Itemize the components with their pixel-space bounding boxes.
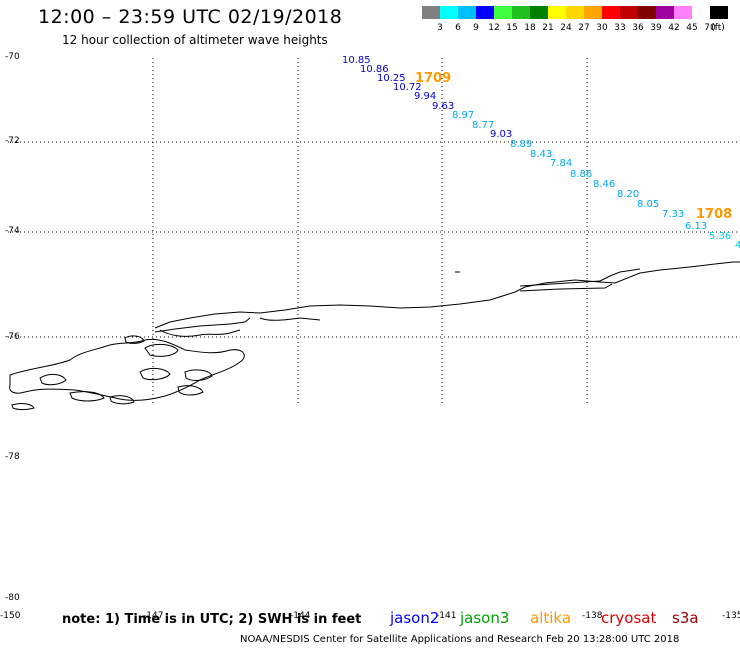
wave-height-value: 10.72 — [393, 82, 422, 93]
longitude-label: -147 — [143, 611, 163, 621]
longitude-labels: -150 -147 -144 -141 -138 -135 — [0, 611, 740, 621]
colorbar-label: 27 — [578, 23, 590, 33]
colorbar-swatch — [584, 6, 602, 19]
colorbar-swatch — [638, 6, 656, 19]
colorbar-label: 15 — [506, 23, 518, 33]
longitude-label: -141 — [436, 611, 456, 621]
colorbar-swatch — [530, 6, 548, 19]
wave-height-value: 9.03 — [490, 129, 512, 140]
wave-height-value: 5.36 — [709, 231, 731, 242]
colorbar-label: 24 — [560, 23, 572, 33]
island-a — [9, 338, 245, 401]
coastline-inlet — [159, 317, 321, 337]
wave-height-value: 9.63 — [432, 101, 454, 112]
island-b — [144, 343, 179, 357]
colorbar-swatch — [476, 6, 494, 19]
colorbar-swatch — [458, 6, 476, 19]
colorbar-swatch — [566, 6, 584, 19]
latitude-label: -78 — [5, 452, 20, 462]
wave-height-value: 10.85 — [342, 55, 371, 66]
latitude-label: -80 — [5, 593, 20, 603]
coastline-main — [154, 261, 740, 329]
map-subtitle: 12 hour collection of altimeter wave hei… — [62, 33, 328, 47]
footer-credit: NOAA/NESDIS Center for Satellite Applica… — [240, 634, 680, 645]
latitude-labels: -70 -72 -74 -76 -78 -80 — [5, 52, 20, 603]
coastline-shelf — [154, 268, 641, 333]
map-grid — [8, 58, 740, 405]
island-d — [139, 367, 171, 381]
wave-height-value: 8.77 — [472, 120, 494, 131]
map-title: 12:00 – 23:59 UTC 02/19/2018 — [38, 6, 343, 28]
island-c — [39, 373, 67, 386]
colorbar-swatch — [440, 6, 458, 19]
island-e — [184, 369, 213, 381]
longitude-label: -144 — [290, 611, 311, 621]
colorbar-label: 18 — [524, 23, 536, 33]
colorbar-label: 3 — [437, 23, 443, 33]
footer-note: note: 1) Time is in UTC; 2) SWH is in fe… — [62, 612, 362, 627]
island-f — [69, 391, 105, 402]
wave-height-value: 7.84 — [550, 158, 572, 169]
satellite-legend-item: altika — [530, 609, 572, 627]
colorbar-label: 21 — [542, 23, 554, 33]
colorbar-unit: (ft) — [711, 23, 725, 33]
wave-height-value: 8.05 — [637, 199, 659, 210]
track-time-label: 1709 — [415, 71, 451, 86]
satellite-legend-item: jason2 — [390, 609, 440, 627]
latitude-label: -76 — [5, 332, 20, 342]
wave-height-value: 8.89 — [510, 139, 532, 150]
colorbar-label: 9 — [473, 23, 479, 33]
colorbar-swatch — [422, 6, 440, 19]
colorbar-swatch — [494, 6, 512, 19]
wave-height-value: 8.97 — [452, 110, 474, 121]
wave-height-value: 10.25 — [377, 73, 406, 84]
wave-height-value: 4 — [735, 240, 740, 251]
colorbar-label: 36 — [632, 23, 644, 33]
antarctic-coastline — [9, 261, 740, 410]
colorbar-label: 70 — [704, 23, 716, 33]
colorbar-swatch — [692, 6, 710, 19]
island-g — [109, 395, 135, 405]
colorbar-label: 39 — [650, 23, 662, 33]
latitude-label: -74 — [5, 226, 20, 236]
colorbar-swatch — [548, 6, 566, 19]
colorbar-label: 6 — [455, 23, 461, 33]
colorbar-label: 30 — [596, 23, 608, 33]
colorbar-swatch — [656, 6, 674, 19]
colorbar-swatch — [674, 6, 692, 19]
longitude-label: -138 — [582, 611, 603, 621]
colorbar-swatch — [710, 6, 728, 19]
satellite-legend-item: cryosat — [601, 609, 657, 627]
wave-height-value: 8.46 — [593, 179, 615, 190]
island-h — [177, 385, 204, 396]
altimeter-track: 10.8510.8610.2510.729.949.638.978.779.03… — [342, 55, 740, 251]
colorbar-label: 45 — [686, 23, 698, 33]
colorbar-swatch — [620, 6, 638, 19]
wave-height-value: 6.13 — [685, 221, 707, 232]
colorbar-swatch — [512, 6, 530, 19]
island-i — [124, 335, 145, 344]
colorbar-swatch — [602, 6, 620, 19]
island-j — [11, 403, 35, 410]
colorbar-label: 12 — [488, 23, 500, 33]
satellite-legend-item: jason3 — [460, 609, 510, 627]
wave-height-value: 8.20 — [617, 189, 639, 200]
colorbar-label: 33 — [614, 23, 626, 33]
wave-height-value: 8.43 — [530, 149, 552, 160]
wave-height-value: 7.33 — [662, 209, 684, 220]
wave-height-value: 8.86 — [570, 169, 592, 180]
latitude-label: -70 — [5, 52, 20, 62]
track-time-label: 1708 — [696, 207, 732, 222]
longitude-label: -135 — [722, 611, 740, 621]
latitude-label: -72 — [5, 136, 20, 146]
longitude-label: -150 — [0, 611, 21, 621]
colorbar-label: 42 — [668, 23, 680, 33]
wave-height-value: 10.86 — [360, 64, 389, 75]
satellite-legend-item: s3a — [672, 609, 699, 627]
wave-height-value: 9.94 — [414, 91, 436, 102]
